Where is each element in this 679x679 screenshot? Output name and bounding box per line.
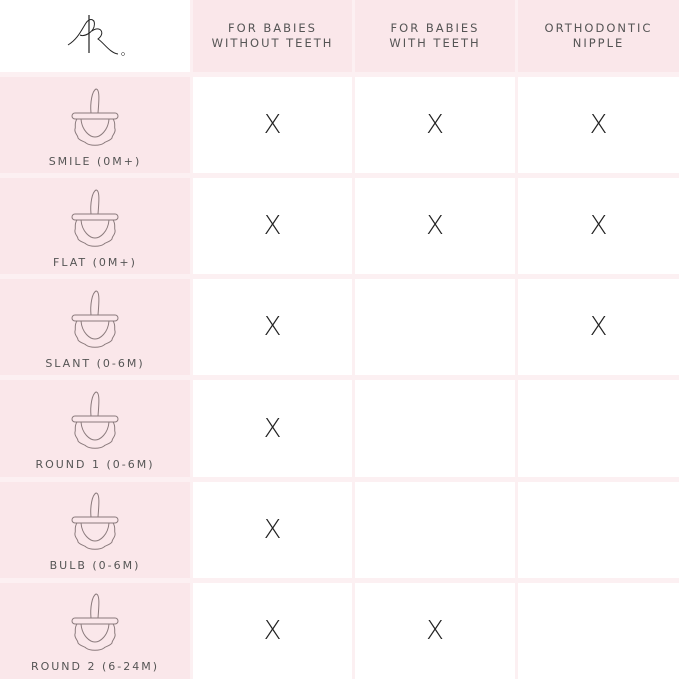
check-mark: X <box>263 413 282 444</box>
feature-cell <box>518 481 679 578</box>
monogram-logo-icon <box>67 14 125 56</box>
check-mark: X <box>426 110 444 141</box>
feature-cell <box>355 481 515 578</box>
column-header-label: FOR BABIES WITH TEETH <box>389 21 481 50</box>
pacifier-icon <box>71 492 119 550</box>
pacifier-icon <box>71 391 119 449</box>
pacifier-icon <box>71 88 119 146</box>
check-mark: X <box>263 110 282 141</box>
feature-cell: X <box>355 77 515 174</box>
check-mark: X <box>263 312 282 343</box>
product-name: SLANT (0-6M) <box>45 356 145 370</box>
column-header: FOR BABIES WITHOUT TEETH <box>193 0 352 72</box>
product-name: FLAT (0M+) <box>53 255 137 269</box>
check-mark: X <box>589 312 608 343</box>
check-mark: X <box>426 211 444 242</box>
product-name: SMILE (0M+) <box>48 154 142 168</box>
feature-cell: X <box>518 279 679 376</box>
feature-cell: X <box>193 582 352 679</box>
feature-cell: X <box>518 178 679 275</box>
row-header: ROUND 2 (6-24M) <box>0 582 190 679</box>
check-mark: X <box>263 514 282 545</box>
feature-cell <box>355 380 515 477</box>
feature-cell <box>518 582 679 679</box>
check-mark: X <box>263 615 282 646</box>
check-mark: X <box>589 110 608 141</box>
product-name: BULB (0-6M) <box>49 559 141 573</box>
feature-cell <box>518 380 679 477</box>
check-mark: X <box>426 615 444 646</box>
row-header: ROUND 1 (0-6M) <box>0 380 190 477</box>
feature-cell: X <box>193 178 352 275</box>
row-header: FLAT (0M+) <box>0 178 190 275</box>
product-name: ROUND 2 (6-24M) <box>30 660 160 674</box>
check-mark: X <box>263 211 282 242</box>
product-name: ROUND 1 (0-6M) <box>35 458 155 472</box>
feature-cell: X <box>193 279 352 376</box>
pacifier-icon <box>71 290 119 348</box>
feature-cell: X <box>193 481 352 578</box>
feature-cell: X <box>355 582 515 679</box>
row-header: SLANT (0-6M) <box>0 279 190 376</box>
feature-cell: X <box>355 178 515 275</box>
pacifier-icon <box>71 593 119 652</box>
feature-cell <box>355 279 515 376</box>
row-header: SMILE (0M+) <box>0 77 190 174</box>
feature-cell: X <box>193 380 352 477</box>
feature-cell: X <box>518 77 679 174</box>
logo-cell <box>0 0 190 72</box>
row-header: BULB (0-6M) <box>0 481 190 578</box>
column-header: FOR BABIES WITH TEETH <box>355 0 515 72</box>
column-header: ORTHODONTIC NIPPLE <box>518 0 679 72</box>
column-header-label: FOR BABIES WITHOUT TEETH <box>211 21 334 50</box>
check-mark: X <box>589 211 608 242</box>
column-header-label: ORTHODONTIC NIPPLE <box>544 21 653 50</box>
pacifier-icon <box>71 189 119 247</box>
feature-cell: X <box>193 77 352 174</box>
